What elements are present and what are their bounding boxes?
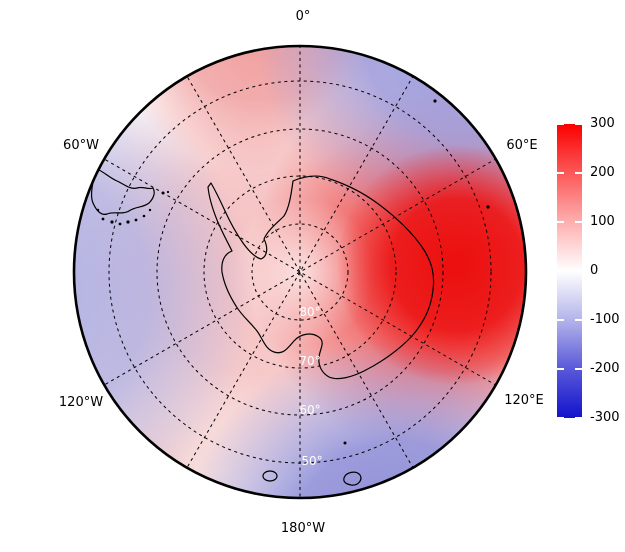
islet-dot xyxy=(126,220,130,224)
blob-northeast-blue xyxy=(255,46,526,245)
coastlines xyxy=(90,168,435,486)
latitude-circle-70s xyxy=(203,175,397,369)
meridian-150e-30w xyxy=(186,75,414,469)
falkland-islands-dot xyxy=(161,191,165,195)
colorbar-gradient xyxy=(557,124,582,418)
colorbar-label-neg300: -300 xyxy=(590,410,620,425)
map-boundary-circle xyxy=(72,44,528,500)
islet-dot xyxy=(118,222,122,226)
colorbar-tick-mark xyxy=(557,172,564,174)
colorbar-tick-mark xyxy=(575,123,582,125)
latitude-label-60s: 60° xyxy=(299,403,320,417)
islet-dot xyxy=(433,99,437,103)
blob-west-blue xyxy=(74,60,255,498)
colorbar-tick-mark xyxy=(557,221,564,223)
colorbar-tick-mark xyxy=(575,417,582,419)
longitude-labels: 0° 60°W 60°E 120°W 120°E 180°W xyxy=(59,9,544,536)
islet-dot xyxy=(134,218,138,222)
islet-dot xyxy=(486,205,490,209)
islet-dot xyxy=(148,208,152,212)
colorbar-tick-mark xyxy=(557,123,564,125)
colorbar-label-200: 200 xyxy=(590,165,615,180)
island-outline-a xyxy=(262,470,278,482)
island-dots xyxy=(96,99,490,445)
antarctica-coastline xyxy=(207,175,435,380)
falkland-islands-dot xyxy=(166,190,170,194)
longitude-label-120e: 120°E xyxy=(504,393,544,408)
colorbar-label-300: 300 xyxy=(590,116,615,131)
longitude-label-0: 0° xyxy=(296,9,311,24)
colorbar-tick-mark xyxy=(575,221,582,223)
colorbar-tick-mark xyxy=(575,172,582,174)
blob-pole-white xyxy=(225,197,375,347)
latitude-label-50s: 50° xyxy=(301,454,322,468)
colorbar-label-neg200: -200 xyxy=(590,361,620,376)
island-outline-b xyxy=(343,471,362,486)
islet-dot xyxy=(110,220,114,224)
latitude-labels: 80° 70° 60° 50° xyxy=(299,305,322,468)
islet-dot xyxy=(101,217,105,221)
latitude-label-70s: 70° xyxy=(299,354,320,368)
longitude-label-120w: 120°W xyxy=(59,395,103,410)
colorbar-label-neg100: -100 xyxy=(590,312,620,327)
colorbar-tick-mark xyxy=(575,319,582,321)
islet-dot xyxy=(96,208,100,212)
colorbar-tick-mark xyxy=(575,368,582,370)
islet-dot xyxy=(142,214,146,218)
longitude-label-60e: 60°E xyxy=(506,138,537,153)
longitude-label-60w: 60°W xyxy=(63,138,99,153)
meridian-120e-60w xyxy=(103,158,497,386)
latitude-circle-80s xyxy=(251,223,349,321)
colorbar: 300 200 100 0 -100 -200 -300 xyxy=(557,117,620,425)
longitude-label-180w: 180°W xyxy=(281,521,325,536)
south-america-coastline xyxy=(90,168,155,215)
meridian-30e-150w xyxy=(186,75,414,469)
colorbar-label-0: 0 xyxy=(590,263,599,278)
colorbar-tick-mark xyxy=(557,368,564,370)
latitude-circle-60s xyxy=(156,128,444,416)
meridian-60e-120w xyxy=(103,158,497,386)
colorbar-label-100: 100 xyxy=(590,214,615,229)
colorbar-tick-mark xyxy=(557,319,564,321)
latitude-label-80s: 80° xyxy=(299,305,320,319)
colorbar-tick-mark xyxy=(557,417,564,419)
graticule xyxy=(103,46,497,498)
islet-dot xyxy=(343,441,347,445)
